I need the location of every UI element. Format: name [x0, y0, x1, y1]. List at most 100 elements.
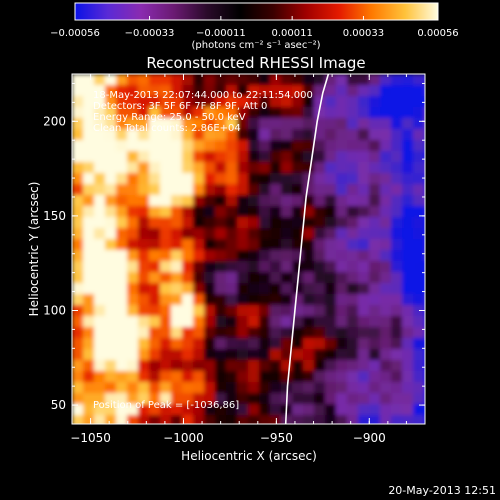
heatmap-cell	[182, 349, 194, 361]
heatmap-cell	[336, 228, 348, 240]
heatmap-cell	[347, 360, 359, 372]
heatmap-cell	[347, 316, 359, 328]
heatmap-cell	[171, 305, 183, 317]
heatmap-cell	[83, 316, 95, 328]
heatmap-cell	[281, 206, 293, 218]
heatmap-cell	[215, 371, 227, 383]
heatmap-cell	[204, 415, 216, 424]
heatmap-cell	[391, 327, 403, 339]
heatmap-cell	[237, 74, 249, 86]
heatmap-cell	[248, 305, 260, 317]
heatmap-cell	[259, 239, 271, 251]
heatmap-cell	[160, 195, 172, 207]
heatmap-cell	[160, 239, 172, 251]
heatmap-cell	[281, 184, 293, 196]
heatmap-cell	[160, 151, 172, 163]
heatmap-cell	[138, 239, 150, 251]
heatmap-cell	[193, 195, 205, 207]
heatmap-cell	[105, 382, 117, 394]
heatmap-cell	[182, 305, 194, 317]
heatmap-cell	[83, 338, 95, 350]
heatmap-cell	[380, 261, 392, 273]
heatmap-cell	[358, 206, 370, 218]
heatmap-cell	[127, 316, 139, 328]
heatmap-cell	[369, 85, 381, 97]
heatmap-cell	[116, 217, 128, 229]
heatmap-cell	[171, 261, 183, 273]
x-tick-label: −900	[353, 431, 386, 445]
heatmap-cell	[325, 283, 337, 295]
heatmap-cell	[237, 206, 249, 218]
heatmap-cell	[72, 305, 84, 317]
heatmap-cell	[303, 162, 315, 174]
heatmap-cell	[182, 118, 194, 130]
heatmap-cell	[171, 294, 183, 306]
heatmap-cell	[270, 393, 282, 405]
heatmap-cell	[391, 283, 403, 295]
heatmap-cell	[248, 184, 260, 196]
heatmap-cell	[281, 217, 293, 229]
heatmap-cell	[94, 272, 106, 284]
heatmap-cell	[204, 404, 216, 416]
heatmap-cell	[325, 371, 337, 383]
heatmap-cell	[325, 162, 337, 174]
heatmap-cell	[270, 96, 282, 108]
heatmap-cell	[160, 173, 172, 185]
heatmap-cell	[380, 404, 392, 416]
heatmap-cell	[380, 250, 392, 262]
heatmap-cell	[380, 228, 392, 240]
annotation-clean: Clean Total counts: 2.86E+04	[93, 123, 241, 134]
heatmap-cell	[259, 261, 271, 273]
heatmap-cell	[391, 239, 403, 251]
heatmap-cell	[336, 261, 348, 273]
heatmap-cell	[72, 415, 84, 424]
heatmap-cell	[226, 316, 238, 328]
heatmap-cell	[182, 129, 194, 141]
heatmap-cell	[226, 404, 238, 416]
heatmap-cell	[303, 349, 315, 361]
heatmap-cell	[413, 382, 425, 394]
heatmap-cell	[116, 96, 128, 108]
heatmap-cell	[303, 118, 315, 130]
heatmap-cell	[380, 327, 392, 339]
colorbar: −0.00056 −0.00033 −0.00011 0.00011 0.00033 0.…	[50, 2, 459, 51]
heatmap-cell	[193, 272, 205, 284]
heatmap-cell	[270, 283, 282, 295]
heatmap-cell	[149, 404, 161, 416]
heatmap-cell	[215, 305, 227, 317]
heatmap-cell	[380, 140, 392, 152]
heatmap-cell	[325, 272, 337, 284]
heatmap-cell	[270, 184, 282, 196]
heatmap-cell	[160, 305, 172, 317]
heatmap-cell	[413, 217, 425, 229]
heatmap-cell	[127, 118, 139, 130]
heatmap-cell	[402, 206, 414, 218]
heatmap-cell	[116, 294, 128, 306]
heatmap-cell	[413, 151, 425, 163]
heatmap-cell	[336, 217, 348, 229]
heatmap-cell	[380, 371, 392, 383]
heatmap-cell	[72, 272, 84, 284]
heatmap-cell	[402, 239, 414, 251]
heatmap-cell	[303, 371, 315, 383]
heatmap-cell	[204, 85, 216, 97]
heatmap-cell	[138, 272, 150, 284]
heatmap-cell	[72, 360, 84, 372]
heatmap-cell	[402, 415, 414, 424]
heatmap-cell	[182, 217, 194, 229]
heatmap-cell	[314, 162, 326, 174]
heatmap-cell	[138, 107, 150, 119]
heatmap-cell	[292, 217, 304, 229]
heatmap-cell	[72, 327, 84, 339]
heatmap-cell	[413, 239, 425, 251]
heatmap-cell	[171, 74, 183, 86]
heatmap-cell	[303, 404, 315, 416]
heatmap-cell	[303, 184, 315, 196]
heatmap-cell	[248, 85, 260, 97]
heatmap-cell	[336, 272, 348, 284]
heatmap-cell	[314, 371, 326, 383]
heatmap-cell	[72, 96, 84, 108]
heatmap-cell	[369, 327, 381, 339]
heatmap-cell	[259, 228, 271, 240]
heatmap-cell	[270, 85, 282, 97]
